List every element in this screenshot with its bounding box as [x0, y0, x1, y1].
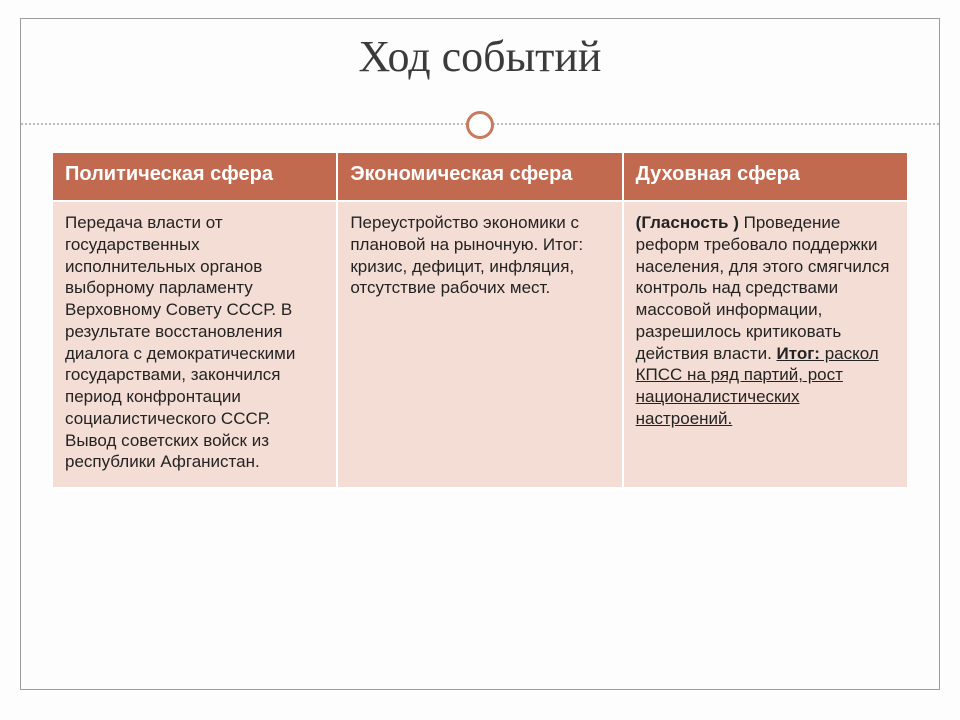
cell-economic: Переустройство экономики с плановой на р… — [337, 201, 622, 488]
divider — [21, 111, 939, 139]
col-header-economic: Экономическая сфера — [337, 152, 622, 201]
table-container: Политическая сфера Экономическая сфера Д… — [51, 151, 909, 489]
page-title: Ход событий — [359, 31, 602, 82]
events-table: Политическая сфера Экономическая сфера Д… — [51, 151, 909, 489]
slide: Ход событий Политическая сфера Экономиче… — [0, 0, 960, 720]
ring-icon — [466, 111, 494, 139]
table-row: Передача власти от государственных испол… — [52, 201, 908, 488]
spiritual-outcome-label: Итог: — [777, 344, 820, 363]
spiritual-lead: (Гласность ) — [636, 213, 739, 232]
col-header-spiritual: Духовная сфера — [623, 152, 908, 201]
cell-spiritual: (Гласность ) Проведение реформ требовало… — [623, 201, 908, 488]
table-header-row: Политическая сфера Экономическая сфера Д… — [52, 152, 908, 201]
cell-political: Передача власти от государственных испол… — [52, 201, 337, 488]
slide-frame: Ход событий Политическая сфера Экономиче… — [20, 18, 940, 690]
col-header-political: Политическая сфера — [52, 152, 337, 201]
title-wrap: Ход событий — [21, 31, 939, 82]
spiritual-body: Проведение реформ требовало поддержки на… — [636, 213, 890, 363]
